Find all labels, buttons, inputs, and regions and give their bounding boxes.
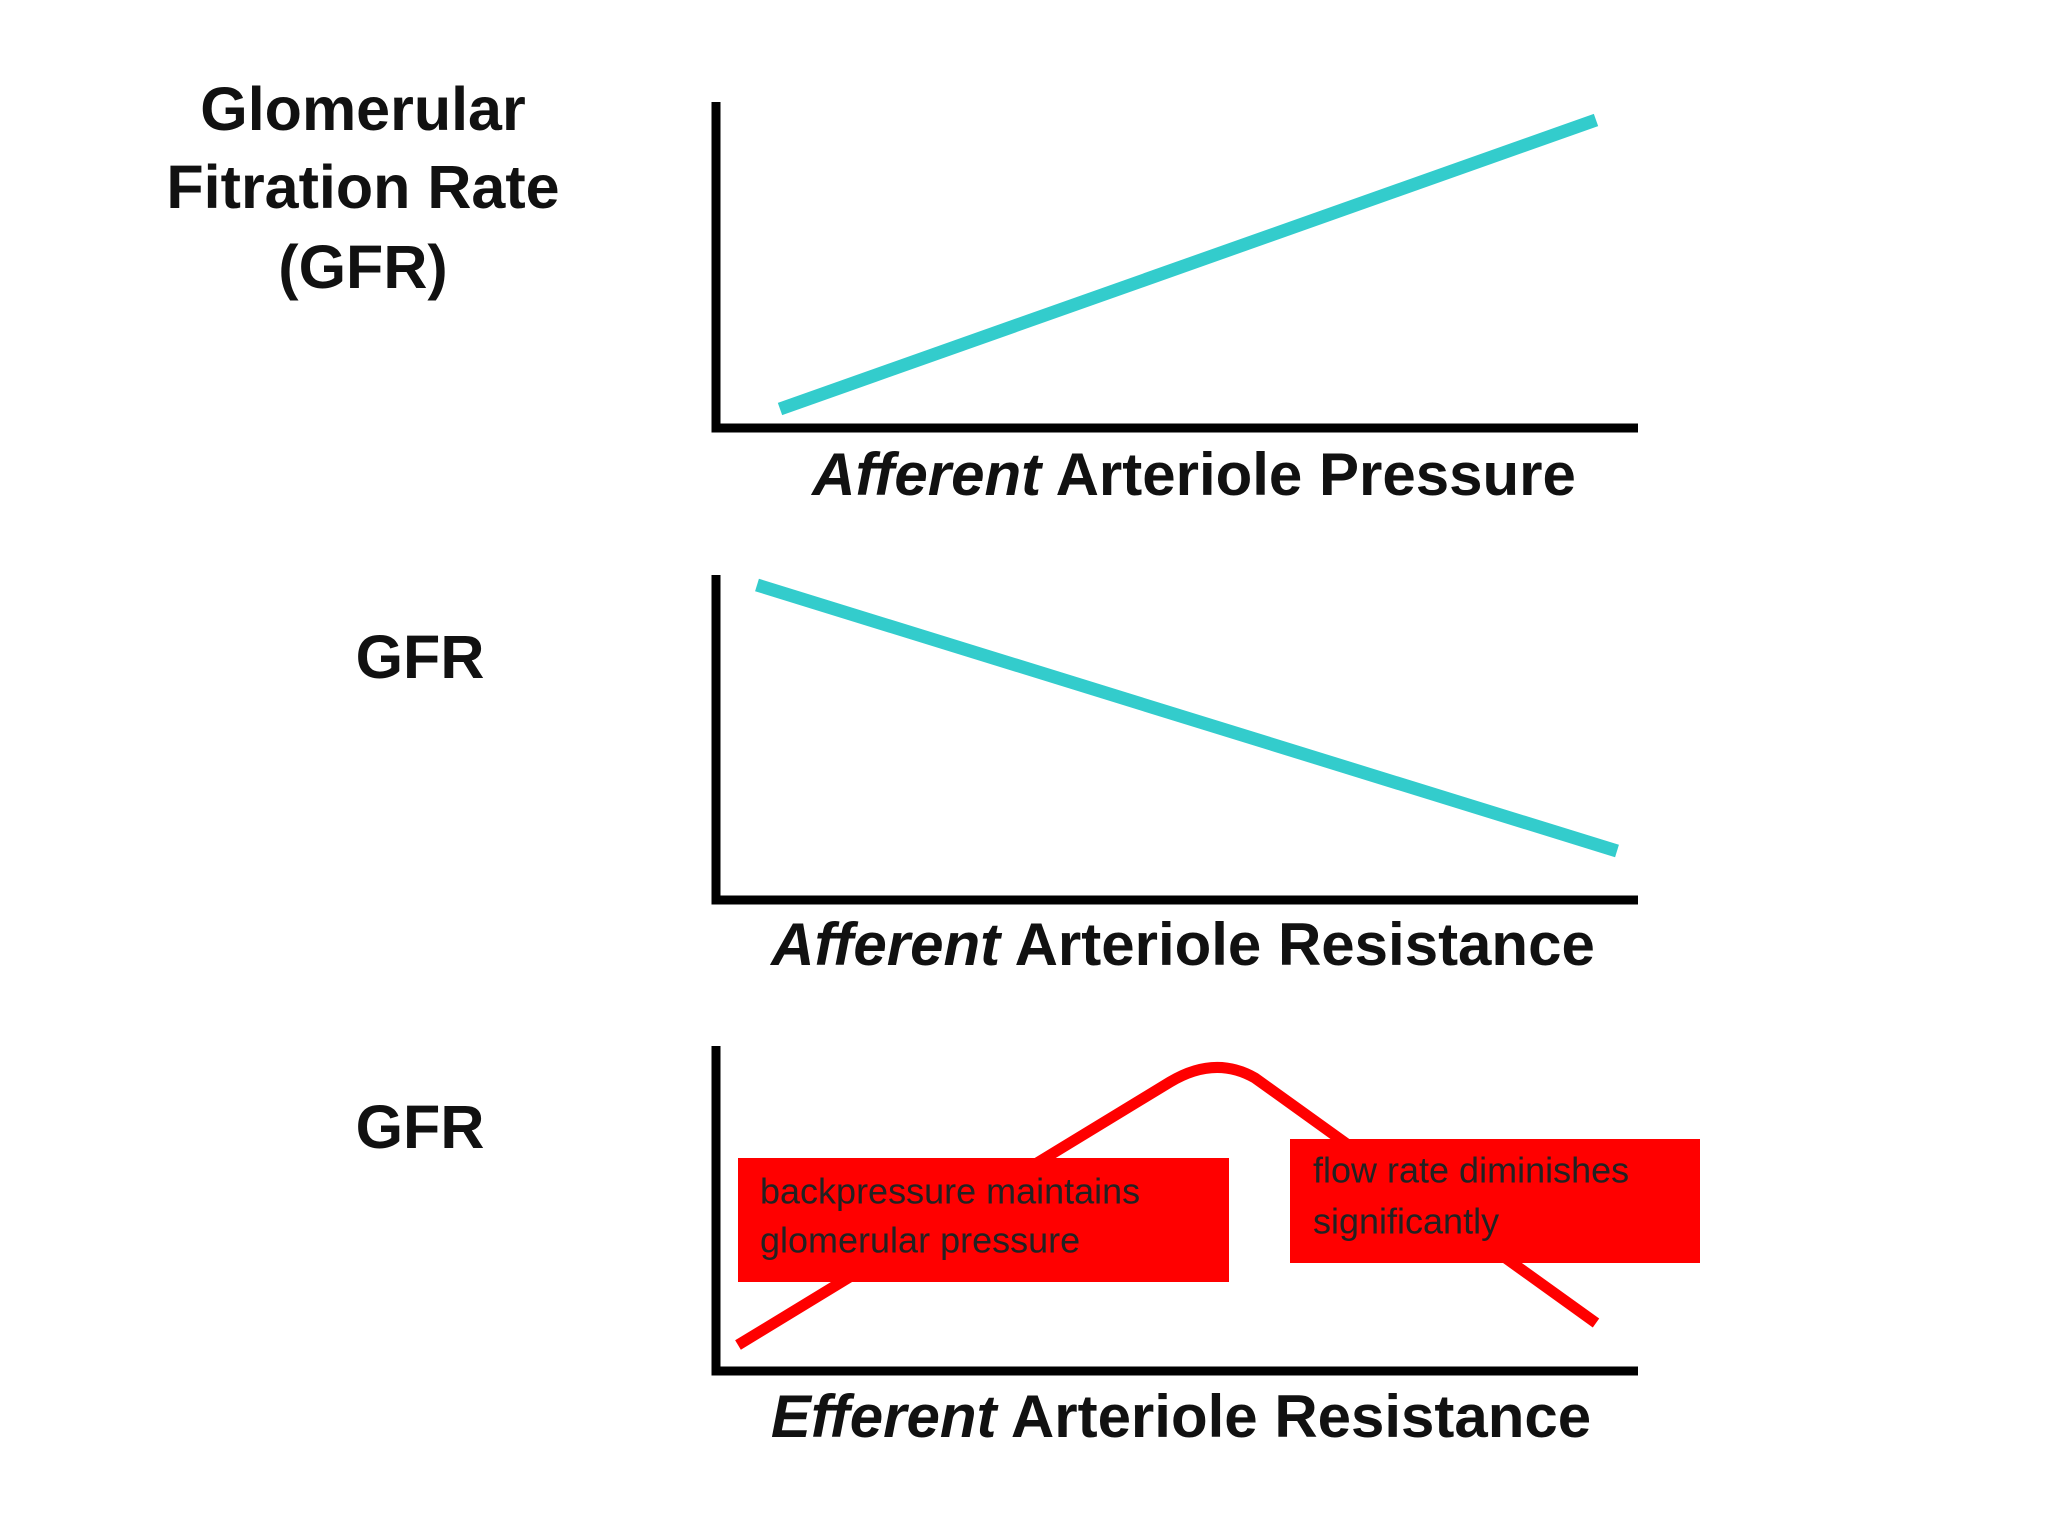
trend-line	[777, 113, 1599, 416]
x-label: Afferent Arteriole Pressure	[810, 441, 1576, 508]
y-label: Fitration Rate	[166, 153, 559, 221]
trend-curve	[735, 1062, 1600, 1350]
annotation-text: glomerular pressure	[760, 1220, 1080, 1261]
x-label: Efferent Arteriole Resistance	[771, 1383, 1591, 1450]
axes	[711, 575, 1638, 905]
axes	[711, 102, 1638, 433]
y-label: GFR	[356, 623, 485, 691]
x-label-italic: Afferent	[810, 441, 1044, 508]
annotation-box	[738, 1158, 1229, 1282]
annotation-text: significantly	[1313, 1201, 1499, 1242]
x-label-rest: Arteriole Resistance	[1015, 911, 1595, 978]
trend-line	[755, 578, 1619, 858]
x-label-rest: Arteriole Pressure	[1056, 441, 1576, 508]
y-label: Glomerular	[200, 75, 525, 143]
y-label: (GFR)	[278, 233, 447, 301]
axes	[711, 1046, 1638, 1376]
x-label: Afferent Arteriole Resistance	[769, 911, 1595, 978]
x-label-italic: Afferent	[769, 911, 1003, 978]
annotation-text: backpressure maintains	[760, 1171, 1140, 1212]
x-label-rest: Arteriole Resistance	[1011, 1383, 1591, 1450]
y-label: GFR	[356, 1093, 485, 1161]
annotation-box	[1290, 1139, 1700, 1263]
annotation-text: flow rate diminishes	[1313, 1150, 1629, 1191]
x-label-italic: Efferent	[771, 1383, 1000, 1450]
